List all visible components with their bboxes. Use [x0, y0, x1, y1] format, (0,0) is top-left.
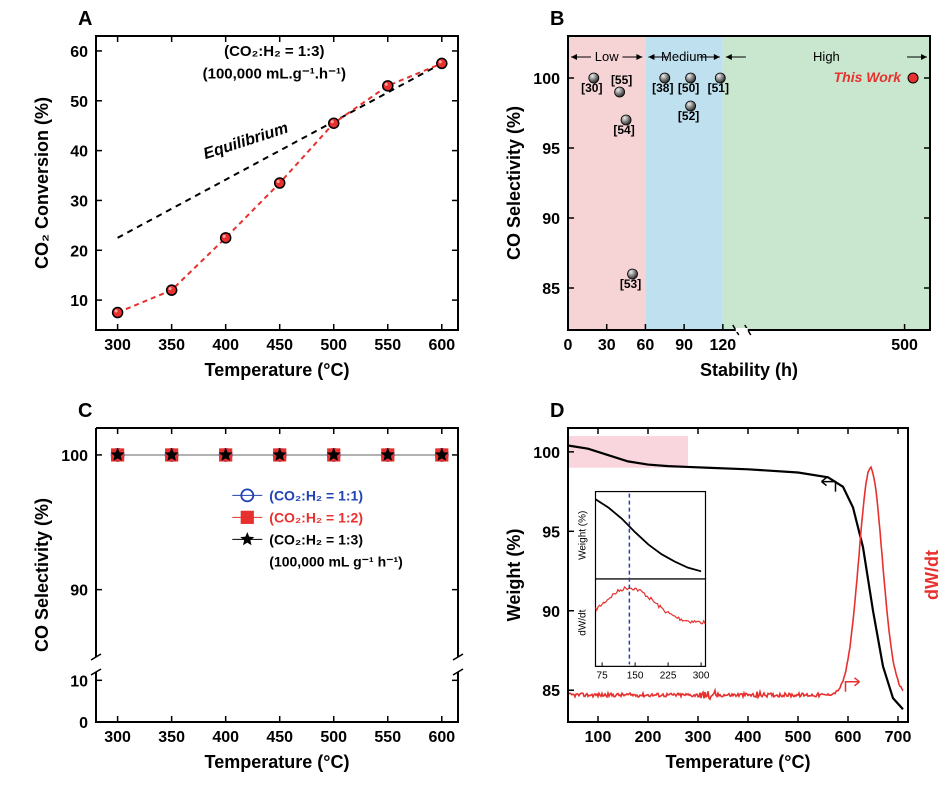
panel-a-svg: 300 350 400 450 500 550 600 10 20 30 40 50 60 Tempera…: [18, 8, 478, 388]
svg-text:300: 300: [685, 729, 712, 746]
svg-text:300: 300: [104, 337, 131, 354]
svg-text:[50]: [50]: [678, 81, 699, 95]
panel-c-svg: 300 350 400 450 500 550 600 0 10 90 100 Temperature…: [18, 400, 478, 780]
svg-text:(CO₂:H₂ = 1:3): (CO₂:H₂ = 1:3): [224, 43, 324, 60]
svg-text:Weight (%): Weight (%): [504, 529, 524, 622]
svg-text:Stability (h): Stability (h): [700, 360, 798, 380]
svg-text:Temperature (°C): Temperature (°C): [205, 360, 350, 380]
panel-c-label: C: [78, 400, 92, 423]
svg-text:150: 150: [627, 670, 644, 681]
svg-text:600: 600: [428, 337, 455, 354]
svg-text:(CO₂:H₂ = 1:2): (CO₂:H₂ = 1:2): [269, 509, 363, 525]
svg-text:[52]: [52]: [678, 109, 699, 123]
svg-text:[54]: [54]: [613, 123, 634, 137]
svg-text:[55]: [55]: [611, 73, 632, 87]
svg-text:225: 225: [660, 670, 677, 681]
svg-text:(100,000 mL g⁻¹ h⁻¹): (100,000 mL g⁻¹ h⁻¹): [269, 553, 403, 569]
panel-d-label: D: [550, 400, 564, 423]
svg-text:400: 400: [212, 729, 239, 746]
panel-b-svg: LowMediumHigh[30][55][54][53][38][50][52…: [490, 8, 950, 388]
svg-text:90: 90: [675, 337, 693, 354]
svg-text:CO Selectivity (%): CO Selectivity (%): [504, 106, 524, 260]
svg-text:30: 30: [598, 337, 616, 354]
svg-text:75: 75: [597, 670, 609, 681]
svg-text:85: 85: [542, 683, 560, 700]
svg-text:300: 300: [693, 670, 710, 681]
svg-text:550: 550: [374, 729, 401, 746]
panel-d: D 100 200 300 400 500 600 700 85 90 95 100 Temperat…: [490, 400, 950, 780]
svg-text:500: 500: [891, 337, 918, 354]
svg-text:60: 60: [637, 337, 655, 354]
svg-text:100: 100: [533, 445, 560, 462]
svg-text:450: 450: [266, 729, 293, 746]
svg-text:90: 90: [542, 604, 560, 621]
panel-c: C 300 350 400 450 500 550 600 0 10 90 100 Temperatu…: [18, 400, 478, 780]
svg-text:0: 0: [79, 715, 88, 732]
svg-text:700: 700: [885, 729, 912, 746]
svg-text:120: 120: [710, 337, 737, 354]
svg-text:CO₂ Conversion (%): CO₂ Conversion (%): [32, 97, 52, 269]
svg-text:95: 95: [542, 141, 560, 158]
svg-text:400: 400: [212, 337, 239, 354]
svg-text:60: 60: [70, 44, 88, 61]
svg-text:40: 40: [70, 144, 88, 161]
svg-text:350: 350: [158, 337, 185, 354]
svg-text:CO Selectivity (%): CO Selectivity (%): [32, 498, 52, 652]
svg-text:50: 50: [70, 94, 88, 111]
svg-text:(100,000 mL.g⁻¹.h⁻¹): (100,000 mL.g⁻¹.h⁻¹): [203, 65, 346, 82]
svg-text:600: 600: [835, 729, 862, 746]
panel-a: A 300 350 400 450 500 550 600 10 20 30 40 50 60 Tempe…: [18, 8, 478, 388]
svg-text:550: 550: [374, 337, 401, 354]
svg-text:100: 100: [585, 729, 612, 746]
svg-text:dW/dt: dW/dt: [922, 550, 942, 600]
panel-b-label: B: [550, 8, 564, 31]
svg-text:10: 10: [70, 293, 88, 310]
svg-text:500: 500: [320, 729, 347, 746]
svg-text:(CO₂:H₂ = 1:1): (CO₂:H₂ = 1:1): [269, 487, 363, 503]
svg-text:450: 450: [266, 337, 293, 354]
svg-text:[38]: [38]: [652, 81, 673, 95]
panel-d-svg: 100 200 300 400 500 600 700 85 90 95 100 Temperatur…: [490, 400, 950, 780]
svg-text:100: 100: [61, 448, 88, 465]
svg-text:20: 20: [70, 243, 88, 260]
figure-root: A 300350400450500550600102030405060Tempe…: [0, 0, 952, 793]
svg-text:Weight (%): Weight (%): [578, 511, 589, 560]
svg-text:100: 100: [533, 71, 560, 88]
svg-text:500: 500: [785, 729, 812, 746]
svg-text:10: 10: [70, 673, 88, 690]
svg-text:(CO₂:H₂ = 1:3): (CO₂:H₂ = 1:3): [269, 531, 363, 547]
svg-text:dW/dt: dW/dt: [578, 609, 589, 635]
svg-text:Temperature (°C): Temperature (°C): [205, 752, 350, 772]
svg-text:200: 200: [635, 729, 662, 746]
svg-text:[51]: [51]: [708, 81, 729, 95]
svg-text:This Work: This Work: [834, 69, 903, 85]
svg-text:600: 600: [428, 729, 455, 746]
svg-text:Equilibrium: Equilibrium: [201, 120, 290, 163]
panel-a-label: A: [78, 8, 92, 31]
svg-text:Low: Low: [595, 49, 619, 64]
panel-b: B LowMediumHigh[30][55][54][53][38][50][…: [490, 8, 950, 388]
svg-text:30: 30: [70, 193, 88, 210]
svg-text:[53]: [53]: [620, 277, 641, 291]
svg-text:Temperature (°C): Temperature (°C): [666, 752, 811, 772]
svg-text:95: 95: [542, 524, 560, 541]
svg-text:400: 400: [735, 729, 762, 746]
svg-text:350: 350: [158, 729, 185, 746]
svg-text:High: High: [813, 49, 840, 64]
svg-text:90: 90: [70, 583, 88, 600]
svg-text:300: 300: [104, 729, 131, 746]
svg-text:90: 90: [542, 211, 560, 228]
svg-text:[30]: [30]: [581, 81, 602, 95]
svg-text:0: 0: [564, 337, 573, 354]
svg-text:500: 500: [320, 337, 347, 354]
svg-text:85: 85: [542, 281, 560, 298]
